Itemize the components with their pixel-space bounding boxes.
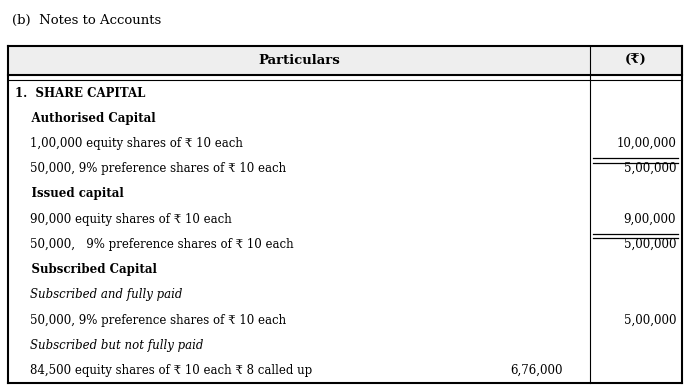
Text: 1,00,000 equity shares of ₹ 10 each: 1,00,000 equity shares of ₹ 10 each: [15, 137, 243, 150]
Text: (₹): (₹): [625, 54, 647, 67]
Text: 1.  SHARE CAPITAL: 1. SHARE CAPITAL: [15, 87, 146, 99]
Text: (b)  Notes to Accounts: (b) Notes to Accounts: [12, 14, 161, 27]
Text: 50,000, 9% preference shares of ₹ 10 each: 50,000, 9% preference shares of ₹ 10 eac…: [15, 313, 286, 327]
Text: Subscribed but not fully paid: Subscribed but not fully paid: [15, 339, 204, 352]
Text: Authorised Capital: Authorised Capital: [15, 112, 156, 125]
Text: Subscribed Capital: Subscribed Capital: [15, 263, 157, 276]
Text: 50,000, 9% preference shares of ₹ 10 each: 50,000, 9% preference shares of ₹ 10 eac…: [15, 162, 286, 175]
Text: Issued capital: Issued capital: [15, 187, 124, 200]
Text: 5,00,000: 5,00,000: [624, 313, 676, 327]
Text: 10,00,000: 10,00,000: [616, 137, 676, 150]
Bar: [8, 46, 682, 75]
Text: 9,00,000: 9,00,000: [624, 213, 676, 226]
Text: 5,00,000: 5,00,000: [624, 162, 676, 175]
Text: 6,76,000: 6,76,000: [510, 364, 562, 377]
Text: 84,500 equity shares of ₹ 10 each ₹ 8 called up: 84,500 equity shares of ₹ 10 each ₹ 8 ca…: [15, 364, 313, 377]
Text: 50,000,   9% preference shares of ₹ 10 each: 50,000, 9% preference shares of ₹ 10 eac…: [15, 238, 294, 251]
Text: Particulars: Particulars: [258, 54, 340, 67]
Text: Subscribed and fully paid: Subscribed and fully paid: [15, 288, 183, 301]
Text: 90,000 equity shares of ₹ 10 each: 90,000 equity shares of ₹ 10 each: [15, 213, 232, 226]
Text: 5,00,000: 5,00,000: [624, 238, 676, 251]
